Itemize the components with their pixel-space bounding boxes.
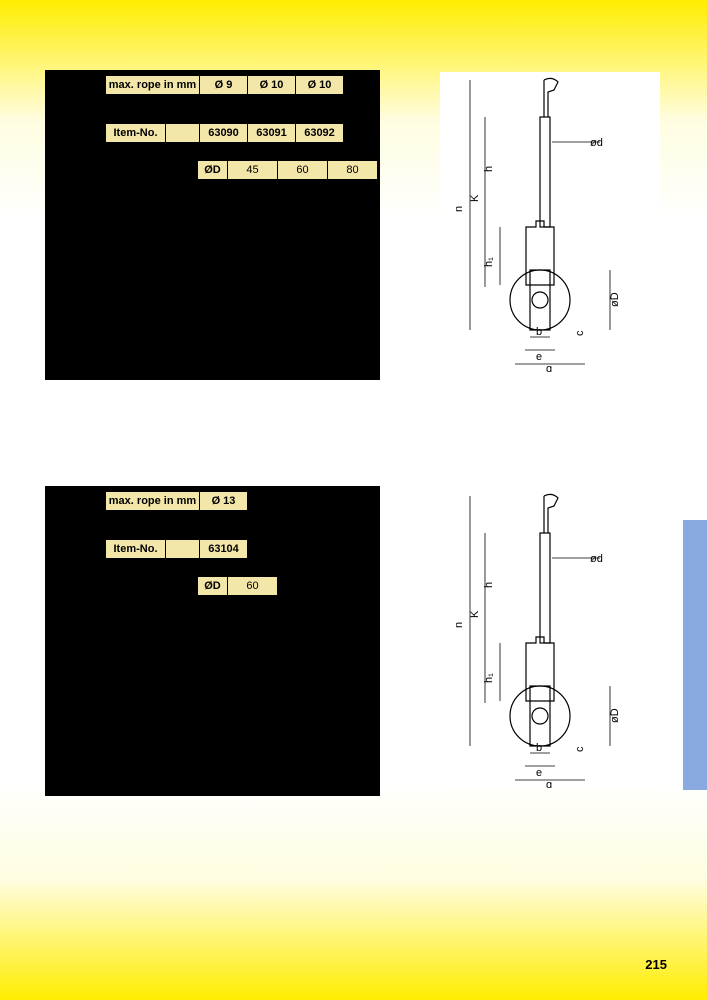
svg-text:ød: ød [590,137,603,149]
rope-table-1: max. rope in mm Ø 9 Ø 10 Ø 10 [105,75,344,95]
rope-val: Ø 10 [248,76,296,95]
item-val: 63092 [296,124,344,143]
d-table-1: ØD 45 60 80 [197,160,378,180]
d-val: 60 [228,577,278,596]
d-table-2: ØD 60 [197,576,278,596]
technical-diagram-2: n K h h₁ ød øD c b e g [440,488,660,788]
technical-diagram-1: n K h h₁ ød øD c b e g [440,72,660,372]
svg-text:h₁: h₁ [483,673,495,683]
svg-text:h₁: h₁ [483,257,495,267]
rope-label: max. rope in mm [106,492,200,511]
svg-text:c: c [574,330,586,336]
diagram-svg: n K h h₁ ød øD c b e g [440,72,660,372]
d-label: ØD [198,161,228,180]
diagram-svg: n K h h₁ ød øD c b e g [440,488,660,788]
svg-text:n: n [453,206,465,212]
page-number: 215 [645,957,667,972]
svg-text:b: b [536,742,542,754]
rope-val: Ø 10 [296,76,344,95]
svg-text:øD: øD [609,708,621,723]
svg-text:øD: øD [609,292,621,307]
catalog-page: max. rope in mm Ø 9 Ø 10 Ø 10 Item-No. 6… [0,0,707,1000]
svg-text:e: e [536,351,542,363]
svg-text:g: g [546,363,552,372]
svg-text:ød: ød [590,553,603,565]
item-label: Item-No. [106,540,166,559]
item-table-1: Item-No. 63090 63091 63092 [105,123,344,143]
svg-text:c: c [574,746,586,752]
svg-text:K: K [469,194,481,202]
spec-panel-1 [45,70,380,380]
svg-text:h: h [483,582,495,588]
svg-text:h: h [483,166,495,172]
svg-text:g: g [546,779,552,788]
side-tab [683,520,707,790]
spec-panel-2 [45,486,380,796]
svg-text:e: e [536,767,542,779]
svg-text:n: n [453,622,465,628]
rope-table-2: max. rope in mm Ø 13 [105,491,248,511]
svg-text:b: b [536,326,542,338]
item-label: Item-No. [106,124,166,143]
d-val: 45 [228,161,278,180]
item-val: 63091 [248,124,296,143]
rope-label: max. rope in mm [106,76,200,95]
d-label: ØD [198,577,228,596]
item-val: 63090 [200,124,248,143]
spacer [166,124,200,143]
d-val: 80 [328,161,378,180]
rope-val: Ø 13 [200,492,248,511]
rope-val: Ø 9 [200,76,248,95]
d-val: 60 [278,161,328,180]
svg-text:K: K [469,610,481,618]
item-table-2: Item-No. 63104 [105,539,248,559]
spacer [166,540,200,559]
item-val: 63104 [200,540,248,559]
